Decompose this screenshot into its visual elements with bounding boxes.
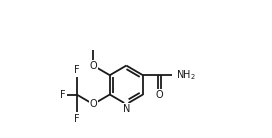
Text: F: F	[60, 90, 66, 99]
Text: F: F	[74, 114, 79, 124]
Text: NH$_2$: NH$_2$	[176, 68, 196, 82]
Text: F: F	[74, 65, 79, 75]
Text: O: O	[156, 90, 163, 99]
Text: O: O	[89, 99, 97, 109]
Text: O: O	[89, 61, 97, 71]
Text: N: N	[123, 104, 130, 114]
